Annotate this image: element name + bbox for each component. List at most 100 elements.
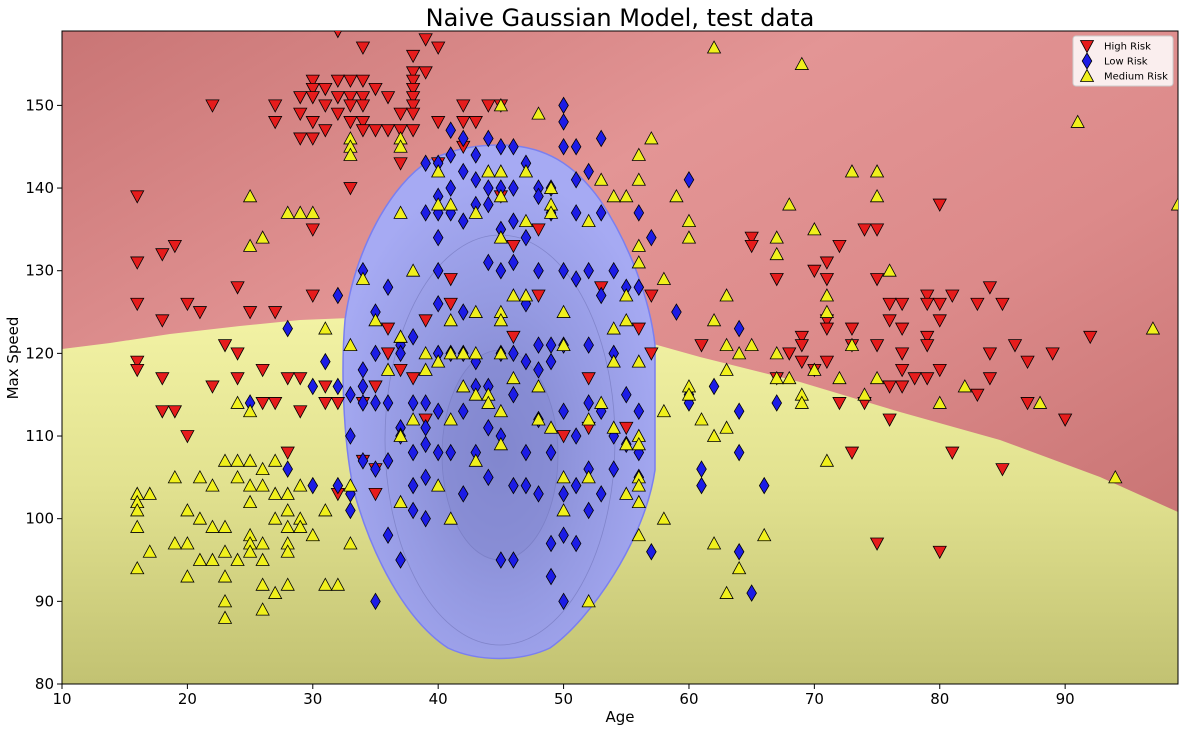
high-risk-point: [694, 339, 709, 353]
medium-risk-point: [794, 395, 809, 409]
medium-risk-point: [255, 577, 270, 591]
low-risk-point: [533, 361, 544, 379]
low-risk-point: [570, 204, 582, 222]
medium-risk-point: [393, 329, 408, 343]
medium-risk-point: [431, 164, 446, 178]
medium-risk-point: [230, 395, 245, 409]
medium-risk-point: [267, 486, 283, 500]
low-risk-point: [382, 278, 394, 297]
high-risk-point: [343, 99, 358, 113]
medium-risk-point: [619, 486, 634, 500]
low-risk-point: [646, 228, 657, 247]
high-risk-point: [155, 248, 170, 262]
high-risk-point: [894, 380, 910, 394]
low-risk-point: [495, 551, 507, 569]
high-risk-point: [894, 297, 910, 312]
medium-risk-point: [205, 552, 220, 566]
low-risk-point: [733, 542, 745, 561]
medium-risk-point: [192, 511, 208, 525]
medium-risk-point: [531, 106, 546, 120]
x-tick-label: 40: [429, 690, 448, 708]
high-risk-point: [167, 405, 183, 419]
high-risk-point: [368, 124, 383, 138]
high-risk-point: [267, 306, 283, 320]
high-risk-point: [631, 322, 646, 336]
low-risk-point: [683, 171, 695, 189]
low-risk-point: [608, 261, 619, 280]
medium-risk-point: [669, 188, 684, 203]
high-risk-point: [794, 330, 809, 345]
medium-risk-point: [694, 412, 709, 426]
low-risk-point: [382, 394, 394, 412]
medium-risk-point: [280, 486, 295, 500]
high-risk-point: [167, 240, 183, 254]
low-risk-point: [483, 129, 494, 148]
low-risk-point: [558, 402, 569, 421]
low-risk-point: [395, 551, 406, 569]
high-risk-point: [368, 380, 383, 394]
high-risk-point: [293, 405, 308, 419]
medium-risk-point: [1170, 197, 1178, 211]
medium-risk-point: [731, 346, 747, 360]
medium-risk-point: [619, 312, 634, 327]
low-risk-point: [633, 278, 645, 297]
medium-risk-point: [656, 511, 672, 525]
high-risk-point: [431, 41, 446, 55]
medium-risk-point: [706, 428, 722, 442]
high-risk-point: [869, 339, 885, 353]
high-risk-point: [832, 240, 847, 254]
medium-risk-point: [719, 337, 734, 352]
medium-risk-point: [142, 544, 157, 558]
medium-risk-point: [719, 288, 734, 302]
y-axis: 80 90 100 110 120 130 140 150: [25, 96, 62, 693]
medium-risk-point: [619, 436, 634, 451]
medium-risk-point: [242, 188, 258, 203]
medium-risk-point: [857, 387, 872, 401]
medium-risk-point: [305, 205, 320, 219]
medium-risk-point: [644, 131, 659, 145]
medium-risk-point: [255, 230, 270, 244]
low-risk-point: [407, 394, 419, 412]
low-risk-point: [570, 137, 582, 156]
high-risk-point: [405, 372, 421, 386]
medium-risk-point: [819, 304, 835, 318]
medium-risk-point: [706, 40, 722, 54]
high-risk-point: [230, 347, 245, 361]
medium-risk-point: [581, 213, 596, 228]
medium-risk-point: [932, 395, 947, 409]
medium-risk-point: [807, 222, 822, 236]
plot-frame: [61, 30, 1179, 685]
y-axis-label: Max Speed: [4, 317, 22, 400]
medium-risk-point: [631, 527, 646, 542]
low-risk-point: [420, 509, 431, 528]
high-risk-point: [355, 99, 371, 113]
medium-risk-point: [393, 139, 408, 153]
low-risk-point: [432, 294, 444, 313]
high-risk-point: [205, 380, 220, 394]
low-risk-point: [608, 460, 619, 478]
low-risk-point: [282, 319, 293, 338]
low-risk-point: [420, 154, 431, 173]
low-risk-point: [583, 261, 594, 280]
high-risk-point: [280, 446, 295, 460]
high-risk-point: [380, 124, 396, 138]
high-risk-point: [293, 372, 308, 386]
medium-risk-point: [443, 197, 458, 211]
high-risk-point: [405, 74, 421, 88]
high-risk-point: [130, 363, 145, 378]
medium-risk-point: [531, 412, 546, 426]
medium-risk-point: [757, 527, 772, 542]
medium-risk-point: [167, 536, 183, 550]
high-risk-point: [405, 91, 421, 105]
medium-risk-point: [882, 263, 897, 277]
y-tick-label: 80: [35, 675, 54, 693]
medium-risk-point: [443, 346, 458, 360]
medium-risk-point: [192, 470, 208, 484]
medium-risk-point: [493, 436, 509, 451]
low-risk-point: [545, 443, 557, 462]
low-risk-point: [583, 162, 594, 181]
high-risk-point: [982, 281, 998, 295]
low-risk-point: [558, 261, 569, 280]
medium-risk-point: [744, 337, 759, 352]
medium-risk-point: [481, 395, 496, 409]
